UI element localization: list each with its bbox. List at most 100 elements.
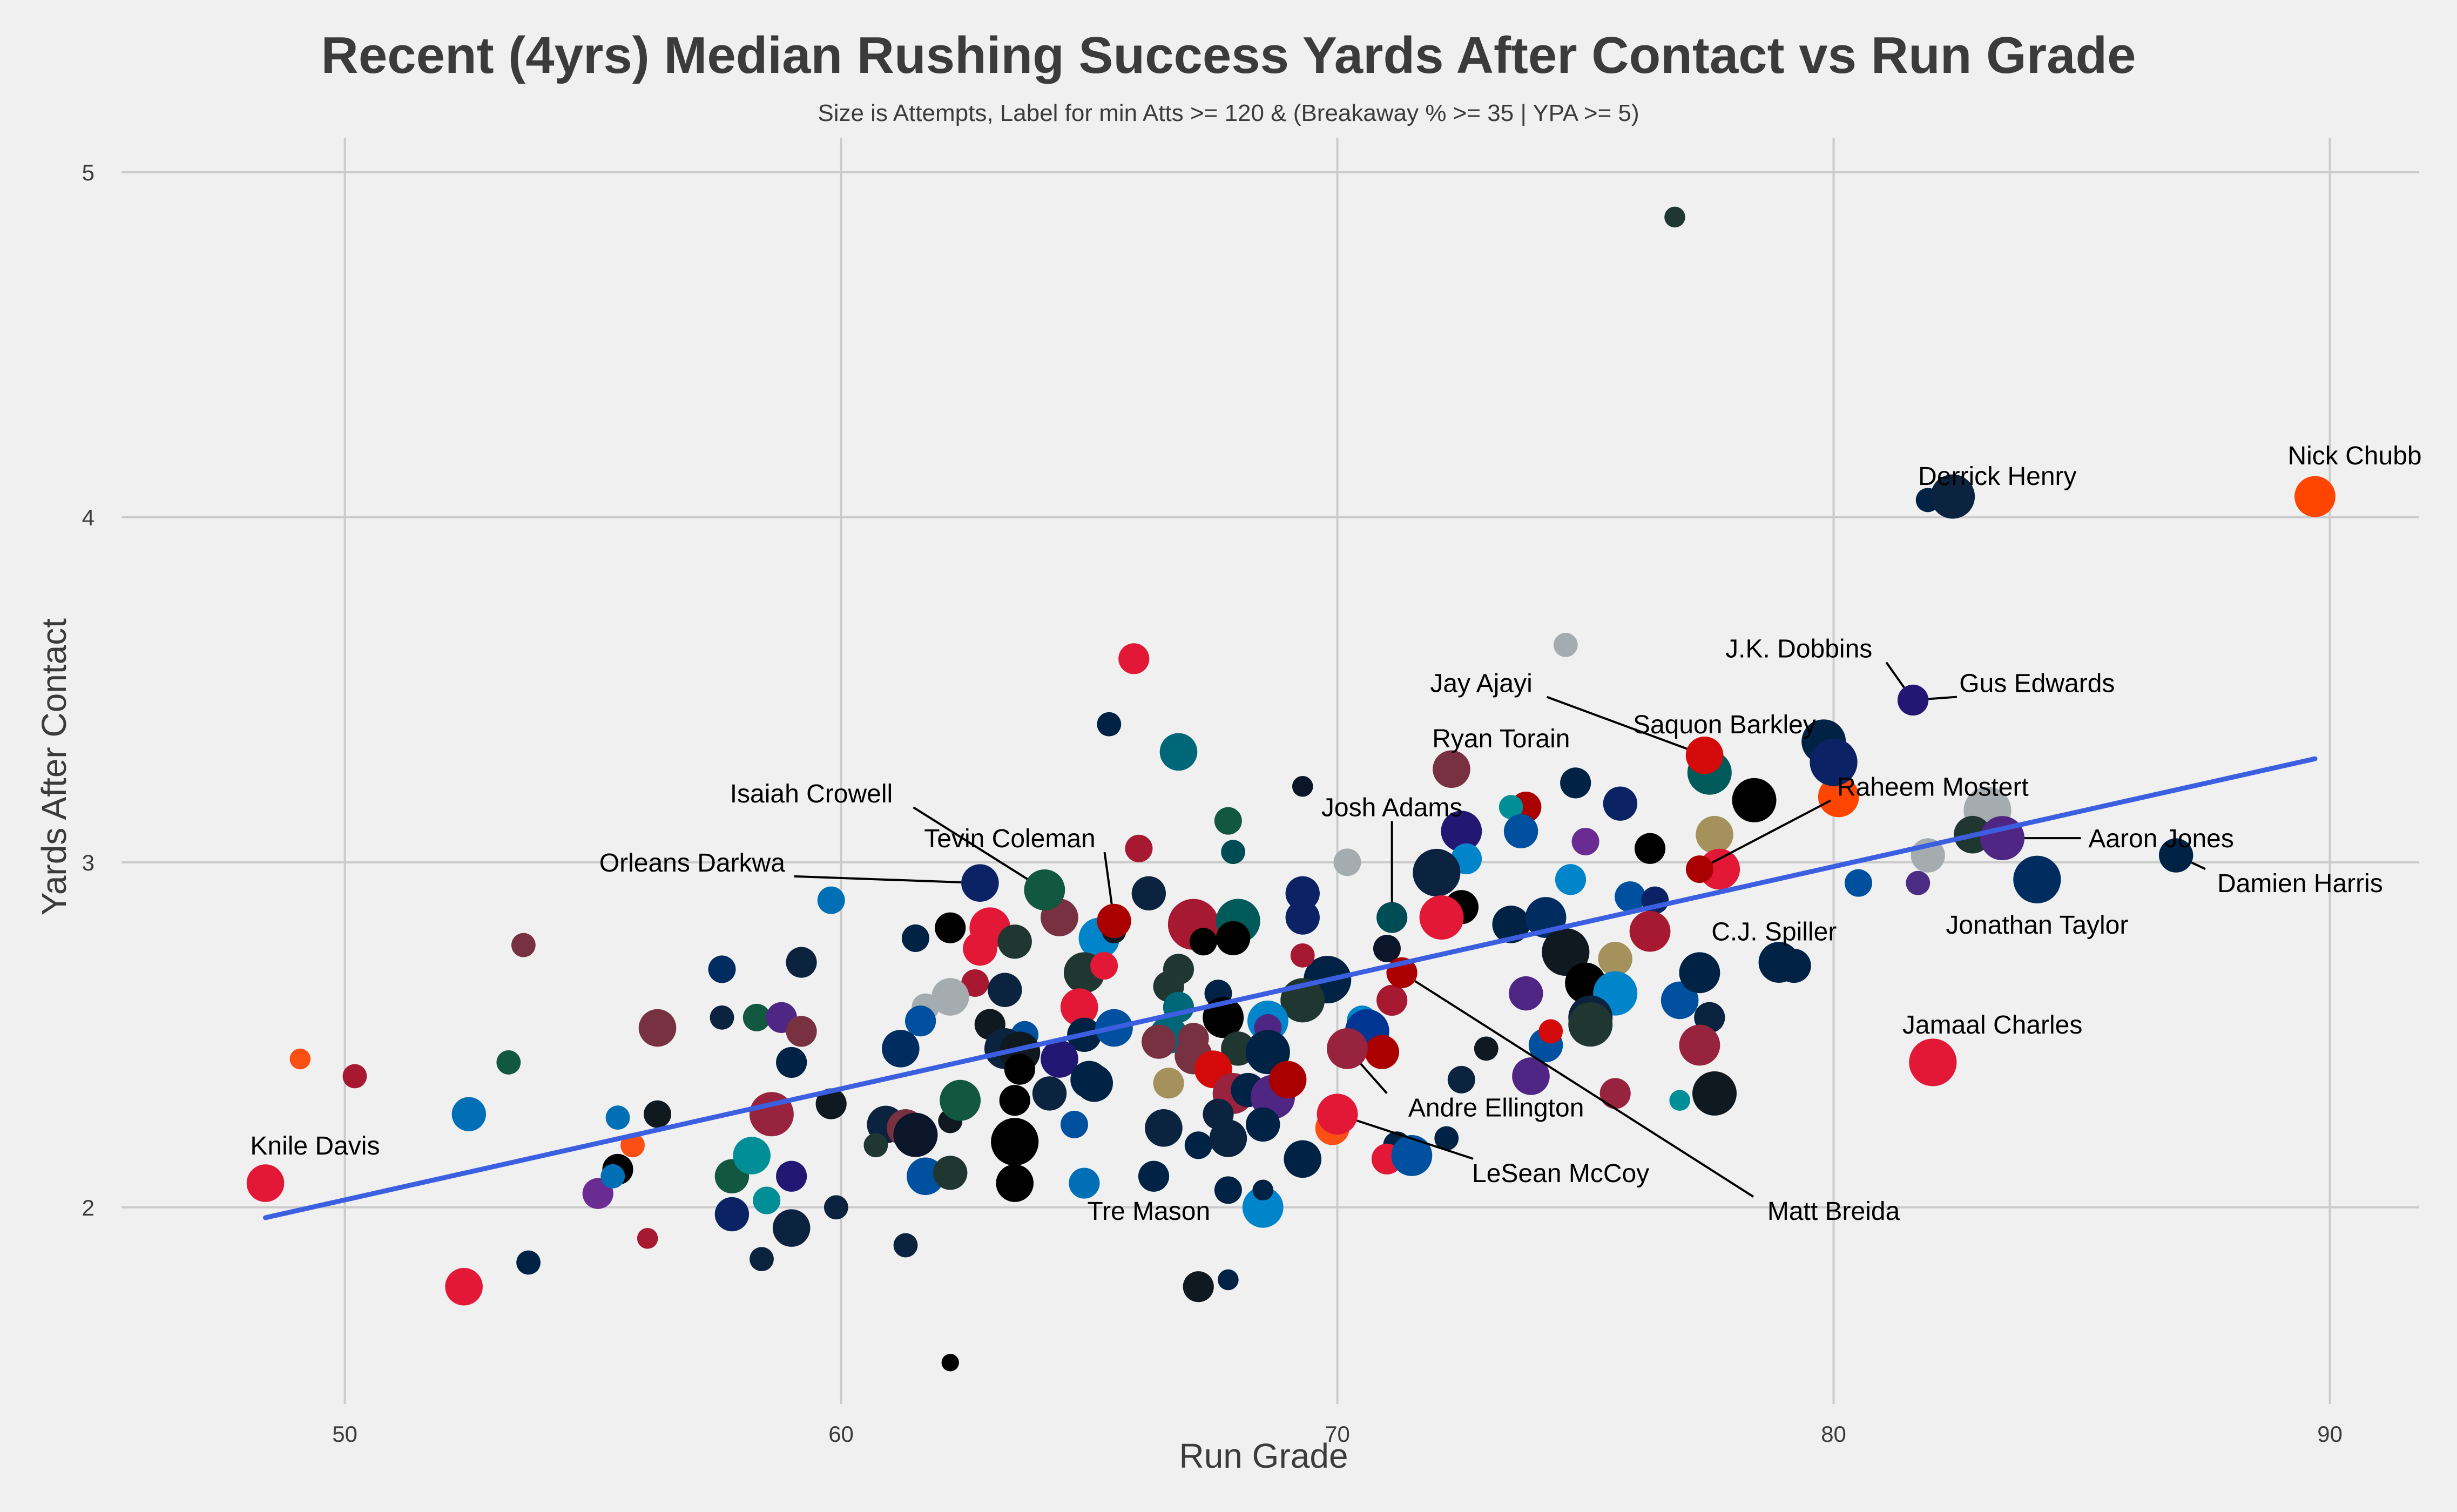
- data-point: [1509, 976, 1543, 1011]
- data-point: [1153, 1068, 1184, 1099]
- data-point: [893, 1112, 938, 1157]
- data-point: [786, 947, 817, 978]
- labeled-data-point: [1980, 816, 2025, 861]
- data-point: [815, 1088, 847, 1119]
- labeled-data-point: [1810, 738, 1858, 786]
- label-connector: [1103, 852, 1113, 905]
- player-label: C.J. Spiller: [1711, 918, 1837, 947]
- data-point: [1142, 1024, 1176, 1059]
- label-connector: [1928, 696, 1958, 700]
- label-connector: [2191, 861, 2206, 870]
- data-point: [1503, 814, 1538, 849]
- data-point: [1131, 876, 1166, 911]
- data-point: [445, 1267, 483, 1306]
- data-point: [1189, 928, 1217, 956]
- chart-subtitle: Size is Attempts, Label for min Atts >= …: [818, 100, 1639, 126]
- data-point: [1214, 1176, 1242, 1204]
- labeled-data-point: [2294, 476, 2336, 517]
- data-point: [1906, 870, 1931, 895]
- data-point: [1284, 1140, 1322, 1178]
- data-point: [1041, 1040, 1078, 1078]
- data-point: [1060, 1110, 1088, 1138]
- data-point: [1629, 910, 1671, 952]
- player-label: Raheem Mostert: [1837, 773, 2029, 801]
- data-point: [710, 1005, 734, 1030]
- data-point: [1290, 943, 1315, 968]
- data-point: [714, 1197, 750, 1232]
- labeled-data-point: [2158, 838, 2193, 873]
- data-point: [1285, 900, 1320, 935]
- data-point: [933, 1156, 968, 1190]
- label-connector: [913, 806, 1028, 880]
- labeled-data-point: [1097, 903, 1131, 939]
- player-label: Ryan Torain: [1432, 725, 1570, 753]
- data-point: [863, 1133, 888, 1158]
- data-point: [1413, 848, 1461, 897]
- data-point: [753, 1186, 781, 1214]
- data-point: [733, 1137, 771, 1174]
- data-point: [1441, 811, 1482, 852]
- trend-line-path: [263, 756, 2318, 1220]
- y-tick-label: 3: [82, 850, 94, 875]
- labeled-data-point: [1685, 855, 1713, 883]
- data-point: [1447, 1065, 1475, 1094]
- labeled-data-point: [1909, 1038, 1957, 1086]
- data-point: [1434, 1126, 1459, 1151]
- data-point: [1183, 1271, 1214, 1302]
- label-connector: [1885, 662, 1905, 688]
- player-label: Isaiah Crowell: [730, 780, 893, 808]
- data-point: [289, 1048, 311, 1070]
- x-axis-ticks: 50 60 70 80 90: [332, 1421, 2343, 1447]
- data-point: [931, 978, 969, 1016]
- data-point: [1292, 775, 1313, 797]
- data-point: [1333, 848, 1361, 876]
- data-point: [1365, 1035, 1399, 1069]
- labeled-data-point: [1685, 736, 1724, 774]
- data-point: [1634, 833, 1666, 864]
- data-point: [824, 1195, 848, 1220]
- data-point: [961, 969, 989, 997]
- data-point: [1145, 1109, 1183, 1147]
- labeled-data-point: [961, 864, 999, 902]
- data-point: [940, 1079, 981, 1121]
- labeled-data-point: [1679, 952, 1720, 994]
- data-point: [1669, 1090, 1690, 1111]
- data-point: [882, 1030, 920, 1068]
- player-label: Jamaal Charles: [1902, 1011, 2082, 1040]
- data-point: [511, 933, 536, 957]
- label-connector: [1356, 1119, 1474, 1160]
- player-label: Damien Harris: [2217, 869, 2383, 898]
- labeled-data-point: [1327, 1028, 1368, 1069]
- data-point: [772, 1209, 811, 1247]
- data-point: [1391, 1135, 1433, 1176]
- data-point: [1032, 1076, 1067, 1111]
- x-tick-label: 90: [2317, 1421, 2343, 1447]
- data-point: [1555, 864, 1587, 895]
- data-point: [1060, 988, 1098, 1026]
- data-point: [1159, 733, 1198, 771]
- x-tick-label: 80: [1821, 1421, 1846, 1447]
- y-tick-label: 5: [82, 160, 94, 185]
- data-point: [1214, 807, 1242, 835]
- data-point: [1538, 1019, 1563, 1044]
- labeled-data-point: [1138, 1160, 1170, 1192]
- data-point: [1097, 712, 1122, 737]
- labeled-data-point: [1898, 684, 1929, 716]
- player-label: Saquon Barkley: [1633, 711, 1816, 739]
- data-point: [1090, 952, 1118, 980]
- data-point: [996, 1164, 1034, 1202]
- data-point: [1603, 786, 1638, 821]
- player-label: Nick Chubb: [2287, 442, 2421, 470]
- data-point: [1216, 921, 1251, 956]
- data-point: [1252, 1179, 1274, 1201]
- player-label: Matt Breida: [1767, 1197, 1900, 1226]
- data-point: [817, 886, 845, 914]
- data-point: [988, 973, 1022, 1007]
- data-point: [742, 1003, 771, 1031]
- data-point: [516, 1250, 541, 1275]
- data-point: [997, 924, 1032, 959]
- player-label: Jay Ajayi: [1430, 670, 1532, 698]
- data-point: [750, 1247, 774, 1272]
- data-point: [905, 1005, 936, 1037]
- labeled-data-point: [2013, 855, 2061, 903]
